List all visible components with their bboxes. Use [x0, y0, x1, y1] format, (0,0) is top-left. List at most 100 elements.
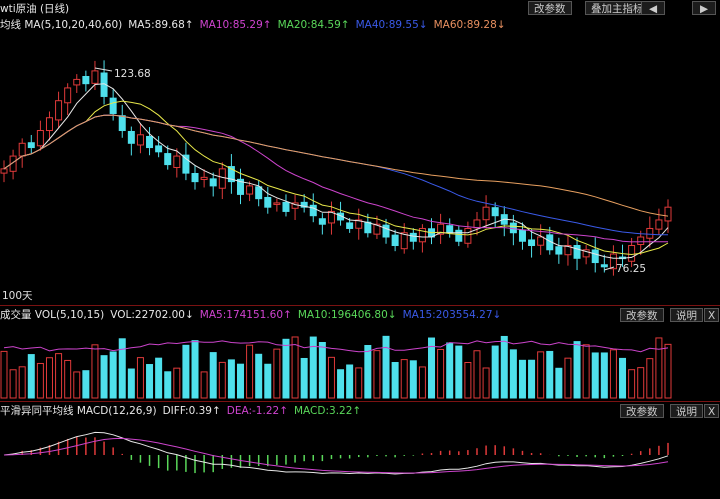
volume-bar	[55, 353, 63, 399]
volume-bar	[464, 361, 472, 399]
candle	[246, 185, 254, 195]
volume-close-button[interactable]: X	[704, 308, 720, 322]
volume-bar	[73, 371, 81, 399]
volume-bar	[509, 349, 517, 399]
candle	[664, 206, 672, 222]
macd-params-button[interactable]: 改参数	[620, 404, 664, 418]
volume-ma-line	[3, 340, 669, 353]
volume-bar	[209, 352, 217, 399]
macd-close-button[interactable]: X	[704, 404, 720, 418]
volume-bar	[246, 344, 254, 399]
volume-bar	[518, 359, 526, 399]
volume-bar	[346, 364, 354, 399]
volume-bar	[82, 370, 90, 399]
low-marker	[604, 266, 615, 271]
candle	[82, 76, 90, 85]
vol-ma10-value: MA10:196406.80↓	[297, 308, 397, 321]
candle	[382, 224, 390, 238]
volume-bar	[600, 352, 608, 399]
ma-label: 均线 MA(5,10,20,40,60)	[0, 19, 123, 31]
next-button[interactable]: ▶	[692, 1, 716, 15]
volume-bar	[364, 344, 372, 399]
volume-bar	[9, 369, 17, 399]
prev-button[interactable]: ◀	[641, 1, 665, 15]
candle	[464, 227, 472, 244]
candle	[337, 212, 345, 221]
volume-bar	[155, 357, 163, 399]
volume-bar	[0, 350, 8, 399]
candle	[573, 244, 581, 259]
ma5-line	[3, 83, 669, 259]
volume-bar	[664, 343, 672, 399]
candle	[528, 239, 536, 247]
volume-bar	[609, 349, 617, 399]
volume-bar	[418, 366, 426, 399]
volume-bar	[555, 367, 563, 399]
volume-bar	[382, 335, 390, 399]
candle	[91, 70, 99, 84]
volume-bar	[391, 362, 399, 399]
volume-bar	[537, 351, 545, 399]
macd-title: 平滑异同平均线 MACD(12,26,9)	[0, 405, 157, 417]
volume-help-button[interactable]: 说明	[670, 308, 703, 322]
volume-bar	[491, 345, 499, 399]
candle	[209, 178, 217, 187]
candle	[236, 178, 244, 195]
candle	[182, 154, 190, 174]
volume-bar	[273, 348, 281, 399]
candle	[391, 234, 399, 247]
volume-bar	[646, 358, 654, 399]
ma10-line	[3, 100, 669, 256]
candle	[9, 155, 17, 172]
dea-value: DEA:-1.22↑	[226, 404, 288, 417]
volume-bar	[18, 366, 26, 399]
candle	[18, 142, 26, 157]
volume-value: VOL:22702.00↓	[110, 308, 194, 321]
candle	[200, 176, 208, 180]
candle	[118, 115, 126, 132]
volume-bar	[36, 362, 44, 399]
volume-bar	[619, 357, 627, 399]
candle	[327, 210, 335, 224]
candle	[300, 201, 308, 208]
candle	[582, 249, 590, 258]
change-params-button[interactable]: 改参数	[528, 1, 572, 15]
volume-bar	[173, 367, 181, 399]
candle	[655, 219, 663, 230]
volume-bar	[327, 356, 335, 399]
volume-bar	[200, 371, 208, 399]
volume-legend-row: 成交量 VOL(5,10,15) VOL:22702.00↓ MA5:17415…	[0, 306, 720, 323]
candle	[537, 236, 545, 246]
candle	[482, 206, 490, 221]
candle	[127, 130, 135, 144]
volume-bar	[218, 361, 226, 399]
diff-line	[3, 431, 669, 475]
candle	[373, 223, 381, 235]
volume-bar	[628, 369, 636, 399]
candle	[455, 229, 463, 242]
candle	[36, 130, 44, 147]
volume-bar	[428, 337, 436, 399]
high-price-label: 123.68	[114, 68, 151, 80]
macd-help-button[interactable]: 说明	[670, 404, 703, 418]
volume-bar	[255, 353, 263, 399]
candle	[491, 207, 499, 217]
candle	[355, 219, 363, 229]
volume-bar	[318, 342, 326, 399]
macd-legend-row: 平滑异同平均线 MACD(12,26,9) DIFF:0.39↑ DEA:-1.…	[0, 402, 720, 419]
days-label: 100天	[2, 290, 33, 302]
volume-bar	[309, 336, 317, 399]
candle	[555, 246, 563, 255]
volume-params-button[interactable]: 改参数	[620, 308, 664, 322]
candle	[282, 201, 290, 212]
volume-bar	[164, 371, 172, 399]
candle	[73, 78, 81, 86]
volume-bar	[100, 355, 108, 399]
volume-bar	[473, 350, 481, 399]
volume-bar	[400, 359, 408, 399]
volume-bar	[45, 357, 53, 399]
low-price-label: 76.25	[616, 263, 647, 275]
volume-bar	[546, 350, 554, 399]
volume-bar	[564, 357, 572, 399]
